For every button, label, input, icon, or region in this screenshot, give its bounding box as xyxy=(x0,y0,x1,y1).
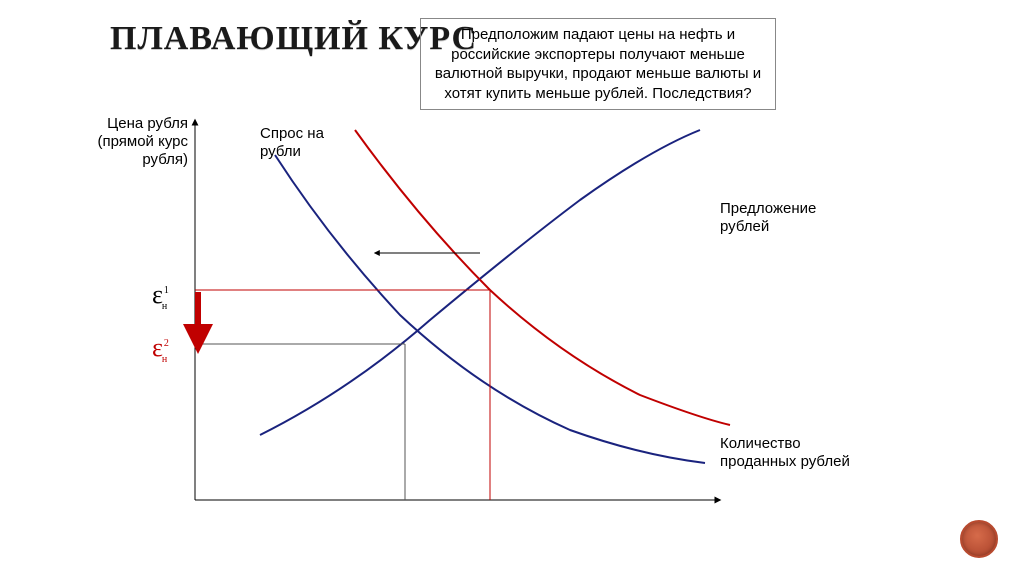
chart-svg xyxy=(0,0,1024,574)
demand-curve-original xyxy=(355,130,730,425)
supply-curve xyxy=(260,130,700,435)
